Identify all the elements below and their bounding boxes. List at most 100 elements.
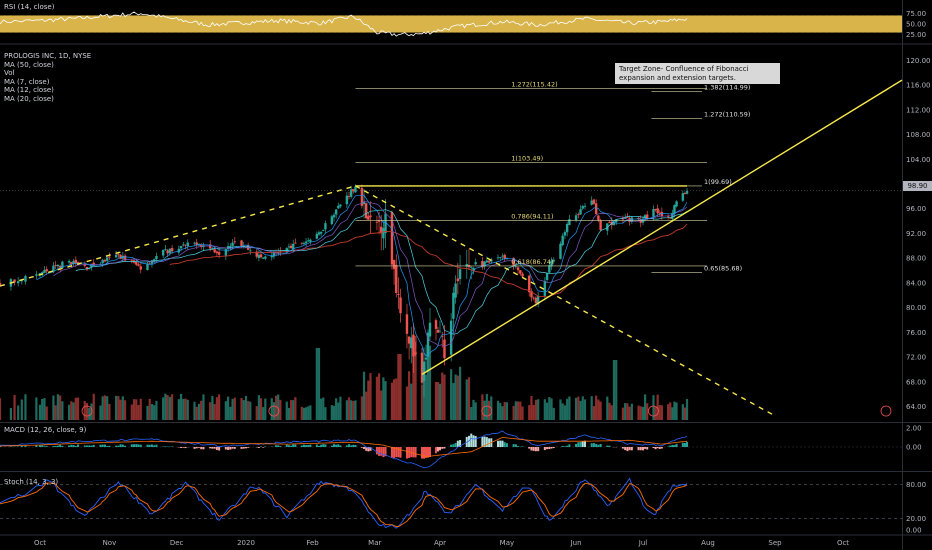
macd-histogram-bar xyxy=(233,447,236,449)
macd-histogram-bar xyxy=(669,445,672,447)
candle-body xyxy=(270,255,273,258)
volume-bar xyxy=(229,406,232,420)
volume-bar xyxy=(485,393,488,420)
volume-bar xyxy=(496,400,500,420)
volume-bar xyxy=(608,402,611,420)
time-x-tick: Sep xyxy=(768,539,782,547)
candle-body xyxy=(552,259,555,262)
target-zone-annotation: Target Zone- Confluence of Fibonacci exp… xyxy=(615,63,780,84)
volume-bar xyxy=(654,406,657,420)
volume-bar xyxy=(436,382,440,420)
candle-body xyxy=(438,331,442,333)
volume-bar xyxy=(119,399,122,420)
candle-body xyxy=(472,267,475,272)
volume-bar xyxy=(132,399,136,420)
macd-histogram-bar xyxy=(606,445,609,447)
macd-histogram-bar xyxy=(52,446,55,447)
candle-body xyxy=(302,242,306,244)
candle-body xyxy=(568,219,571,225)
price-pane[interactable]: 1.272(115.42) 1(103.49) 0.786(94.11) 0.618(… xyxy=(0,75,903,420)
macd-histogram-bar xyxy=(437,447,439,452)
candle-body xyxy=(399,297,402,314)
candle-body xyxy=(590,200,593,205)
volume-bar xyxy=(121,396,124,420)
volume-bar xyxy=(685,398,689,420)
candles xyxy=(0,184,689,397)
volume-bar xyxy=(434,381,438,420)
volume-bar xyxy=(88,407,91,420)
macd-histogram-bar xyxy=(501,440,504,447)
volume-bar xyxy=(171,394,174,420)
candle-body xyxy=(505,258,509,260)
candle-body xyxy=(626,217,629,218)
macd-histogram-bar xyxy=(425,447,427,458)
volume-bar xyxy=(72,402,75,420)
volume-bar xyxy=(193,401,196,420)
macd-histogram-bar xyxy=(227,447,230,450)
candle-body xyxy=(592,199,596,204)
macd-histogram-bar xyxy=(505,443,508,447)
macd-signal-line xyxy=(0,436,688,458)
macd-histogram-bar xyxy=(322,444,325,447)
candle-body xyxy=(536,295,540,305)
volume-bar xyxy=(543,399,546,420)
volume-bar xyxy=(24,394,27,420)
volume-bar xyxy=(628,406,631,420)
candle-body xyxy=(52,265,55,272)
candle-body xyxy=(61,261,64,269)
candle-body xyxy=(200,245,203,247)
volume-bar xyxy=(13,395,16,420)
macd-histogram-bar xyxy=(421,447,423,459)
volume-bar xyxy=(595,395,598,420)
volume-bar xyxy=(279,399,282,420)
candle-body xyxy=(405,314,409,334)
macd-histogram-bar xyxy=(215,447,218,451)
ma20-label: MA (20, close) xyxy=(4,95,54,103)
macd-line xyxy=(0,430,688,469)
candle-body xyxy=(660,211,664,217)
volume-bar xyxy=(559,399,562,420)
candle-body xyxy=(597,215,600,221)
macd-histogram-bar xyxy=(307,444,310,447)
macd-histogram-bar xyxy=(581,441,584,447)
volume-bar xyxy=(68,404,71,420)
macd-histogram-bar xyxy=(287,445,290,447)
macd-histogram-bar xyxy=(483,436,486,447)
macd-histogram-bar xyxy=(427,447,429,458)
volume-bar xyxy=(369,373,372,420)
macd-histogram-bar xyxy=(45,446,48,447)
macd-histogram-bar xyxy=(88,445,91,447)
macd-histogram-bar xyxy=(537,447,540,452)
candle-body xyxy=(581,206,584,209)
volume-bar xyxy=(516,401,520,420)
candle-body xyxy=(456,278,460,282)
candle-body xyxy=(559,243,562,259)
candle-body xyxy=(152,259,156,262)
macd-histogram-bar xyxy=(305,445,308,447)
candle-body xyxy=(470,266,473,268)
macd-histogram-bar xyxy=(92,444,95,447)
macd-histogram-bar xyxy=(24,445,27,447)
symbol-title: PROLOGIS INC, 1D, NYSE xyxy=(4,52,92,60)
volume-bar xyxy=(41,398,44,420)
volume-bar xyxy=(521,406,524,420)
macd-histogram-bar xyxy=(231,447,234,449)
volume-bar xyxy=(294,397,297,420)
candle-body xyxy=(330,216,334,225)
candle-body xyxy=(671,212,674,219)
volume-bar xyxy=(395,378,398,420)
macd-histogram-bar xyxy=(195,447,198,449)
macd-histogram-bar xyxy=(240,447,243,449)
volume-bar xyxy=(9,407,13,420)
macd-histogram-bar xyxy=(330,445,333,447)
macd-histogram-bar xyxy=(348,444,351,447)
volume-bar xyxy=(481,394,484,420)
volume-bar xyxy=(184,398,187,420)
candle-body xyxy=(503,254,506,259)
macd-histogram-bar xyxy=(294,444,297,447)
macd-histogram-bar xyxy=(577,442,580,447)
macd-histogram-bar xyxy=(521,446,524,447)
volume-bar xyxy=(375,376,379,420)
